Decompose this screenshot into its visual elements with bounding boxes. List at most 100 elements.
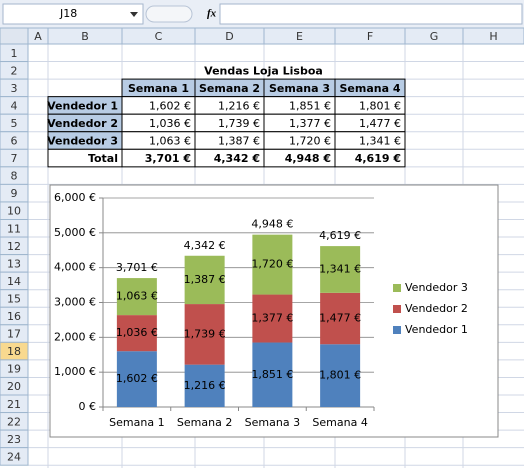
legend-swatch <box>393 284 401 292</box>
row-header[interactable]: 14 <box>7 275 21 288</box>
row-header[interactable]: 2 <box>11 64 18 77</box>
table-cell <box>334 148 406 168</box>
table-header: Semana 1 <box>128 82 189 95</box>
row-header[interactable]: 15 <box>7 292 21 305</box>
table-value: 1,851 € <box>289 99 331 112</box>
table-row-label: Total <box>88 152 118 165</box>
y-tick-label: 3,000 € <box>54 296 96 309</box>
row-header[interactable]: 20 <box>7 380 21 393</box>
table-row-label: Vendedor 2 <box>47 117 118 130</box>
data-label: 1,377 € <box>251 312 293 325</box>
bar-segment <box>320 246 361 293</box>
row-header[interactable]: 18 <box>7 345 21 358</box>
y-tick-label: 4,000 € <box>54 261 96 274</box>
table-value: 4,342 € <box>214 152 260 165</box>
data-label: 1,477 € <box>319 312 361 325</box>
row-header[interactable]: 1 <box>11 47 18 60</box>
row-header[interactable]: 3 <box>11 82 18 95</box>
column-header[interactable]: B <box>81 30 89 43</box>
bar-segment <box>252 342 293 407</box>
data-label: 1,720 € <box>251 258 293 271</box>
legend-swatch <box>393 305 401 313</box>
row-header[interactable]: 9 <box>11 187 18 200</box>
data-label: 1,387 € <box>184 273 226 286</box>
row-header[interactable]: 22 <box>7 415 21 428</box>
column-header-bar <box>0 27 524 45</box>
table-value: 4,948 € <box>285 152 331 165</box>
legend-label: Vendedor 2 <box>405 302 468 315</box>
row-header[interactable]: 11 <box>7 222 21 235</box>
table-value: 1,216 € <box>218 99 260 112</box>
column-header[interactable]: F <box>367 30 373 43</box>
x-tick-label: Semana 2 <box>177 416 232 429</box>
y-tick-label: 2,000 € <box>54 330 96 343</box>
y-tick-label: 1,000 € <box>54 365 96 378</box>
row-header[interactable]: 7 <box>11 152 18 165</box>
data-label: 1,801 € <box>319 369 361 382</box>
y-tick-label: 0 € <box>79 400 97 413</box>
table-value: 1,801 € <box>359 99 401 112</box>
table-row-label: Vendedor 3 <box>47 135 118 148</box>
row-header-cell <box>0 447 29 466</box>
column-header[interactable]: C <box>155 30 163 43</box>
table-title: Vendas Loja Lisboa <box>204 64 323 77</box>
column-header[interactable]: A <box>34 30 42 43</box>
x-tick-label: Semana 1 <box>109 416 164 429</box>
table-value: 1,063 € <box>149 135 191 148</box>
table-value: 1,341 € <box>359 135 401 148</box>
bar-segment <box>320 344 361 407</box>
column-header[interactable]: E <box>296 30 303 43</box>
corner-cell[interactable] <box>0 27 29 45</box>
legend-label: Vendedor 1 <box>405 323 468 336</box>
row-header[interactable]: 5 <box>11 117 18 130</box>
row-header[interactable]: 4 <box>11 99 18 112</box>
bar-segment <box>184 364 225 407</box>
data-label: 1,063 € <box>116 290 158 303</box>
table-value: 3,701 € <box>145 152 191 165</box>
row-header[interactable]: 19 <box>7 363 21 376</box>
row-header[interactable]: 8 <box>11 170 18 183</box>
x-tick-label: Semana 4 <box>312 416 367 429</box>
row-header[interactable]: 17 <box>7 328 21 341</box>
fx-button[interactable]: fx <box>207 8 217 20</box>
row-header[interactable]: 21 <box>7 398 21 411</box>
table-value: 1,387 € <box>218 135 260 148</box>
row-header[interactable]: 24 <box>7 450 21 463</box>
row-header[interactable]: 12 <box>7 240 21 253</box>
column-header[interactable]: D <box>225 30 233 43</box>
column-header[interactable]: G <box>430 30 439 43</box>
bar-segment <box>184 304 225 365</box>
row-header[interactable]: 6 <box>11 135 18 148</box>
bar-segment <box>252 294 293 343</box>
total-label: 4,948 € <box>251 218 293 231</box>
y-tick-label: 6,000 € <box>54 191 96 204</box>
y-tick-label: 5,000 € <box>54 226 96 239</box>
table-header: Semana 3 <box>269 82 330 95</box>
table-value: 1,720 € <box>289 135 331 148</box>
data-label: 1,341 € <box>319 262 361 275</box>
data-label: 1,851 € <box>251 368 293 381</box>
formula-input[interactable] <box>219 3 523 25</box>
legend-label: Vendedor 3 <box>405 281 468 294</box>
row-header[interactable]: 13 <box>7 257 21 270</box>
bar-segment <box>252 234 293 295</box>
row-header[interactable]: 10 <box>7 205 21 218</box>
name-box[interactable] <box>2 3 144 25</box>
total-label: 4,342 € <box>184 239 226 252</box>
total-label: 3,701 € <box>116 261 158 274</box>
bar-segment <box>116 315 157 352</box>
total-label: 4,619 € <box>319 229 361 242</box>
chart: 0 € 1,000 € 2,000 € 3,000 € 4,000 € 5,000 € 6,… <box>49 184 499 438</box>
column-header[interactable]: H <box>489 30 497 43</box>
data-label: 1,036 € <box>116 326 158 339</box>
row-header[interactable]: 16 <box>7 310 21 323</box>
table-value: 1,602 € <box>149 99 191 112</box>
table-value: 1,377 € <box>289 117 331 130</box>
data-label: 1,216 € <box>184 379 226 392</box>
dropdown-arrow[interactable] <box>130 12 138 17</box>
x-tick-label: Semana 3 <box>245 416 300 429</box>
row-header[interactable]: 23 <box>7 433 21 446</box>
bar-segment <box>320 292 361 345</box>
table-value: 4,619 € <box>355 152 401 165</box>
